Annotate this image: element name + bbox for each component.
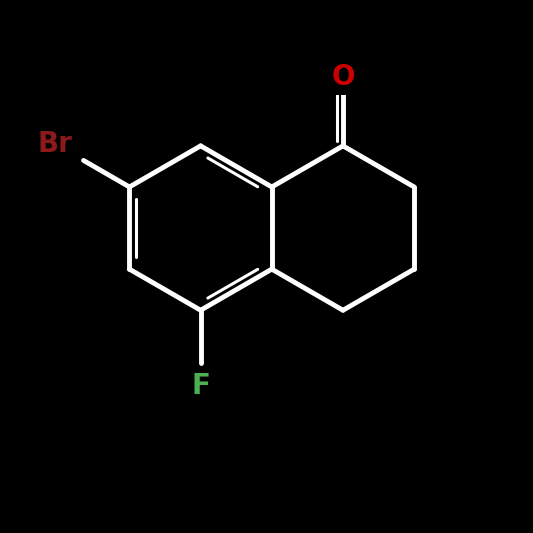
Text: F: F	[191, 372, 210, 400]
Text: Br: Br	[38, 130, 72, 158]
Text: O: O	[331, 63, 355, 91]
